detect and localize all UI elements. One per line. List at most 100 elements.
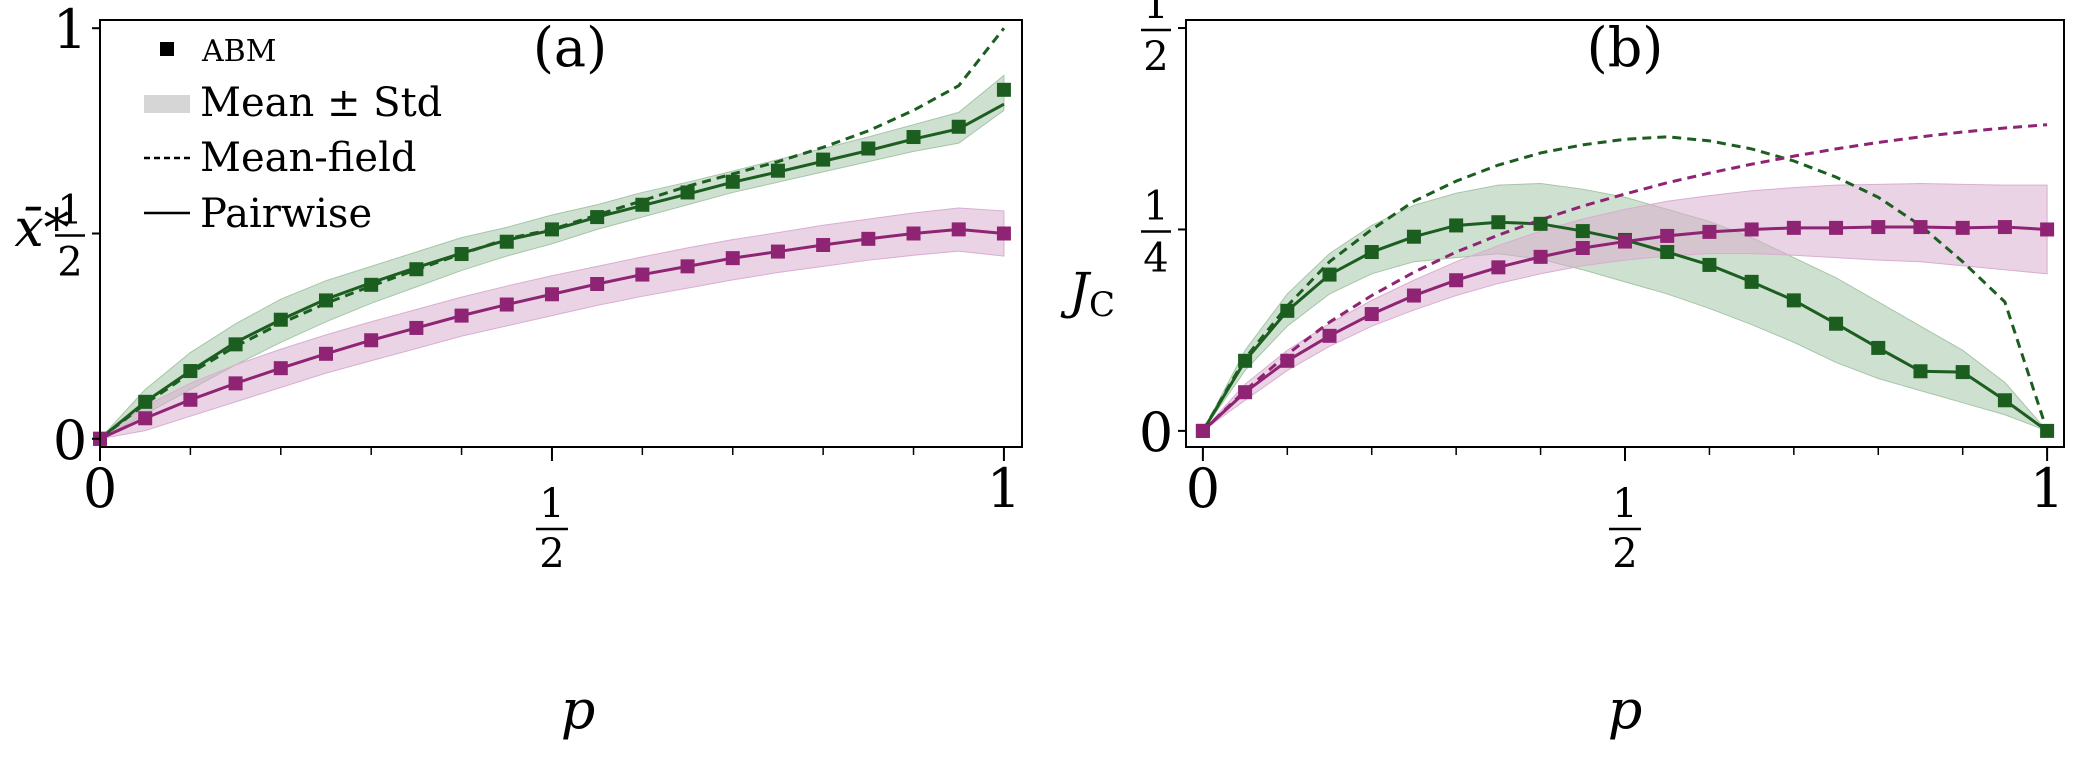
green-abm-point bbox=[1829, 316, 1844, 331]
green-abm-point bbox=[1913, 364, 1928, 379]
magenta-abm-point bbox=[1702, 224, 1717, 239]
panel-a-label: (a) bbox=[533, 16, 607, 79]
magenta-abm-point bbox=[228, 376, 243, 391]
magenta-abm-point bbox=[273, 361, 288, 376]
legend-abm-label: ABM bbox=[201, 34, 276, 69]
magenta-abm-point bbox=[725, 251, 740, 266]
green-abm-point bbox=[1997, 393, 2012, 408]
magenta-abm-point bbox=[1280, 353, 1295, 368]
magenta-abm-point bbox=[1491, 260, 1506, 275]
panel-b-label: (b) bbox=[1587, 16, 1664, 79]
y-tick-label: 0 bbox=[53, 409, 87, 472]
magenta-abm-point bbox=[544, 287, 559, 302]
green-abm-point bbox=[635, 197, 650, 212]
panel-b-xlabel: p bbox=[1608, 678, 1643, 741]
y-tick-label: 0 bbox=[1139, 401, 1173, 464]
magenta-abm-point bbox=[1406, 288, 1421, 303]
green-abm-point bbox=[183, 364, 198, 379]
green-abm-point bbox=[1238, 353, 1253, 368]
green-abm-point bbox=[770, 163, 785, 178]
magenta-abm-point bbox=[1533, 249, 1548, 264]
magenta-abm-point bbox=[499, 297, 514, 312]
magenta-abm-point bbox=[1913, 220, 1928, 235]
magenta-abm-point bbox=[2040, 222, 2055, 237]
magenta-abm-point bbox=[183, 392, 198, 407]
magenta-abm-point bbox=[138, 411, 153, 426]
green-abm-point bbox=[861, 141, 876, 156]
magenta-abm-point bbox=[1238, 385, 1253, 400]
magenta-abm-point bbox=[770, 244, 785, 259]
magenta-abm-point bbox=[1575, 241, 1590, 256]
green-abm-point bbox=[951, 119, 966, 134]
green-abm-point bbox=[1322, 267, 1337, 282]
magenta-abm-point bbox=[861, 231, 876, 246]
x-tick-label: 1 bbox=[2030, 457, 2064, 520]
x-tick-label: 0 bbox=[1186, 457, 1220, 520]
magenta-abm-point bbox=[906, 226, 921, 241]
magenta-abm-point bbox=[1786, 220, 1801, 235]
x-tick-label: 1 bbox=[987, 457, 1021, 520]
magenta-abm-point bbox=[454, 308, 469, 323]
x-tick-label: 0 bbox=[83, 457, 117, 520]
green-abm-point bbox=[1280, 303, 1295, 318]
green-abm-point bbox=[680, 185, 695, 200]
panel-a-xlabel: p bbox=[561, 678, 596, 741]
magenta-abm-point bbox=[951, 222, 966, 237]
green-abm-point bbox=[499, 234, 514, 249]
magenta-abm-point bbox=[816, 237, 831, 252]
green-abm-point bbox=[1364, 245, 1379, 260]
magenta-abm-point bbox=[1195, 423, 1210, 438]
green-abm-point bbox=[1449, 218, 1464, 233]
panel-a-ylabel: x̄* bbox=[14, 199, 69, 259]
y-tick-label-den: 4 bbox=[1143, 235, 1168, 281]
magenta-abm-point bbox=[680, 259, 695, 274]
magenta-abm-point bbox=[1955, 220, 1970, 235]
green-abm-point bbox=[409, 262, 424, 277]
x-tick-label-den: 2 bbox=[1612, 531, 1637, 577]
legend-mean-field-label: Mean-field bbox=[200, 135, 417, 181]
green-abm-point bbox=[1533, 216, 1548, 231]
panel-b-ylabel: JC bbox=[1060, 262, 1115, 325]
legend-pairwise-label: Pairwise bbox=[200, 191, 372, 237]
magenta-abm-point bbox=[1744, 222, 1759, 237]
magenta-abm-point bbox=[1618, 234, 1632, 249]
green-abm-point bbox=[1955, 365, 1970, 380]
green-abm-point bbox=[1660, 245, 1675, 260]
magenta-abm-point bbox=[590, 277, 605, 292]
green-abm-point bbox=[1871, 340, 1886, 355]
magenta-abm-point bbox=[1364, 307, 1379, 322]
y-tick-label-num: 1 bbox=[57, 188, 82, 234]
magenta-abm-point bbox=[635, 267, 650, 282]
magenta-abm-point bbox=[996, 226, 1011, 241]
green-abm-point bbox=[2040, 423, 2055, 438]
magenta-abm-point bbox=[364, 333, 379, 348]
green-abm-point bbox=[1744, 274, 1759, 289]
magenta-abm-point bbox=[1997, 220, 2012, 235]
legend-mean-std-label: Mean ± Std bbox=[200, 80, 442, 126]
magenta-abm-point bbox=[1449, 273, 1464, 288]
green-abm-point bbox=[590, 210, 605, 225]
legend-band-swatch bbox=[144, 95, 190, 113]
green-abm-point bbox=[816, 152, 831, 167]
magenta-abm-point bbox=[1322, 328, 1337, 343]
x-tick-label-den: 2 bbox=[539, 531, 564, 577]
y-tick-label-num: 1 bbox=[1143, 183, 1168, 229]
green-abm-point bbox=[1786, 293, 1801, 308]
green-abm-point bbox=[544, 222, 559, 237]
green-abm-point bbox=[1491, 215, 1506, 230]
panel-b-ylabel-sub: C bbox=[1089, 285, 1115, 325]
panel-b-markers bbox=[1195, 215, 2055, 438]
y-tick-label: 1 bbox=[53, 0, 87, 61]
y-tick-label-den: 2 bbox=[57, 240, 82, 286]
x-tick-label-num: 1 bbox=[1612, 481, 1637, 527]
green-abm-point bbox=[273, 312, 288, 327]
magenta-abm-point bbox=[1871, 220, 1886, 235]
green-abm-point bbox=[906, 130, 921, 145]
x-tick-label-num: 1 bbox=[539, 481, 564, 527]
legend-abm-marker bbox=[160, 42, 174, 56]
green-abm-point bbox=[138, 394, 153, 409]
